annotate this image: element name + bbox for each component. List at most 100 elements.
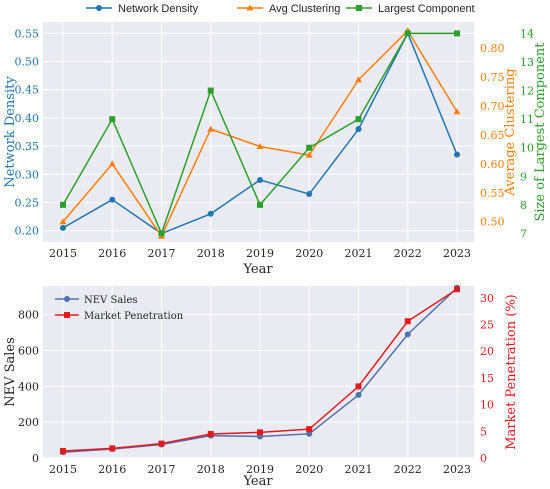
- market-penetration-point: [306, 426, 313, 433]
- top-chart-panel: 2015 2016 2017 2018 2019 2020 2021 2022 2023 0.20…: [3, 22, 548, 277]
- market-penetration-point: [257, 429, 263, 436]
- legend-label-avg-clustering: Avg Clustering: [269, 3, 340, 15]
- avg-clustering-point: [207, 125, 215, 132]
- market-penetration-point: [207, 430, 214, 437]
- legend-label-nev-sales: NEV Sales: [84, 295, 138, 306]
- left-y-tick-label: 0.50: [15, 55, 40, 68]
- network-density-point: [207, 210, 214, 217]
- largest-component-point: [454, 30, 460, 37]
- penetration-y-tick-label: 15: [480, 372, 494, 385]
- component-y-tick-label: 8: [520, 199, 527, 212]
- left-y-tick-label: 0.35: [15, 140, 40, 153]
- penetration-y-tick-label: 0: [480, 452, 487, 465]
- legend-marker-avg-clustering: [246, 4, 254, 11]
- left-y-tick-label: 0.45: [15, 84, 40, 97]
- component-y-tick-label: 9: [520, 170, 527, 183]
- largest-component-point: [60, 201, 66, 208]
- x-tick-label: 2021: [345, 247, 373, 260]
- x-tick-label: 2020: [295, 463, 323, 476]
- market-penetration-point: [158, 440, 165, 447]
- component-y-tick-label: 13: [520, 56, 534, 69]
- left-y-tick-label: 800: [18, 309, 39, 322]
- legend-marker-network-density: [96, 5, 102, 11]
- legend-marker-largest-component: [356, 5, 362, 11]
- penetration-y-tick-label: 10: [480, 399, 494, 412]
- left-y-tick-label: 0.20: [15, 225, 40, 238]
- legend-label-market-penetration: Market Penetration: [84, 311, 184, 322]
- left-y-tick-label: 0.55: [15, 27, 40, 40]
- x-tick-label: 2023: [443, 247, 471, 260]
- x-tick-label: 2016: [98, 463, 126, 476]
- penetration-y-tick-label: 25: [480, 318, 494, 331]
- avg-clustering-point: [305, 151, 313, 158]
- left-y-tick-label: 200: [18, 416, 39, 429]
- market-penetration-point: [454, 286, 460, 293]
- legend-label-network-density: Network Density: [118, 3, 199, 15]
- top-legend: Network Density Avg Clustering Largest C…: [86, 3, 475, 15]
- left-y-tick-label: 0.30: [15, 168, 40, 181]
- clustering-y-tick-label: 0.80: [480, 42, 505, 55]
- legend-label-largest-component: Largest Component: [378, 3, 475, 15]
- avg-clustering-point: [256, 142, 264, 149]
- clustering-y-tick-label: 0.50: [480, 216, 505, 229]
- top-right-y-axis-label-clustering: Average Clustering: [503, 68, 518, 196]
- x-tick-label: 2015: [49, 463, 77, 476]
- x-tick-label: 2018: [197, 463, 225, 476]
- clustering-y-tick-label: 0.70: [480, 100, 505, 113]
- nev-sales-point: [306, 430, 313, 437]
- network-density-point: [355, 126, 362, 133]
- x-tick-label: 2022: [394, 247, 422, 260]
- top-x-axis-label: Year: [242, 262, 273, 277]
- largest-component-point: [355, 116, 362, 123]
- x-tick-label: 2019: [246, 247, 274, 260]
- x-tick-label: 2016: [98, 247, 126, 260]
- avg-clustering-point: [355, 76, 362, 83]
- market-penetration-point: [60, 448, 66, 455]
- x-tick-label: 2017: [148, 463, 176, 476]
- avg-clustering-point: [108, 160, 116, 167]
- largest-component-point: [257, 201, 263, 208]
- bottom-chart-panel: 2015 2016 2017 2018 2019 2020 2021 2022 20230200…: [3, 284, 519, 489]
- component-y-tick-label: 12: [520, 85, 534, 98]
- legend-marker-nev-sales: [64, 296, 70, 302]
- bottom-tick-labels: 2015 2016 2017 2018 2019 2020 2021 2022 20230200…: [18, 292, 494, 476]
- bottom-left-y-axis-label: NEV Sales: [3, 337, 18, 407]
- penetration-y-tick-label: 5: [480, 425, 487, 438]
- component-y-tick-label: 11: [520, 113, 534, 126]
- penetration-y-tick-label: 20: [480, 345, 494, 358]
- clustering-y-tick-label: 0.75: [480, 71, 505, 84]
- bottom-legend: NEV Sales Market Penetration: [55, 295, 184, 322]
- left-y-tick-label: 0.25: [15, 197, 40, 210]
- x-tick-label: 2017: [148, 247, 176, 260]
- x-tick-label: 2022: [394, 463, 422, 476]
- network-density-point: [109, 196, 116, 203]
- network-density-point: [60, 224, 66, 231]
- x-tick-label: 2019: [246, 463, 274, 476]
- largest-component-point: [306, 144, 313, 151]
- x-tick-label: 2020: [295, 247, 323, 260]
- component-y-tick-label: 14: [520, 27, 534, 40]
- top-tick-labels: 2015 2016 2017 2018 2019 2020 2021 2022 2023 0.20…: [15, 27, 535, 260]
- legend-marker-market-penetration: [64, 312, 70, 318]
- top-plot-area: [43, 22, 474, 242]
- nev-sales-point: [404, 331, 411, 338]
- bottom-gridlines: [43, 286, 474, 459]
- market-penetration-point: [355, 383, 362, 390]
- clustering-y-tick-label: 0.55: [480, 187, 505, 200]
- network-density-point: [454, 151, 460, 158]
- x-tick-label: 2023: [443, 463, 471, 476]
- largest-component-point: [109, 116, 116, 123]
- clustering-y-tick-label: 0.65: [480, 129, 505, 142]
- x-tick-label: 2018: [197, 247, 225, 260]
- network-density-point: [257, 176, 263, 183]
- market-penetration-point: [109, 445, 116, 452]
- top-series-group: [59, 27, 461, 239]
- nev-sales-point: [355, 391, 362, 398]
- x-tick-label: 2021: [345, 463, 373, 476]
- left-y-tick-label: 0.40: [15, 112, 40, 125]
- network-density-point: [306, 191, 313, 198]
- avg-clustering-point: [59, 218, 67, 225]
- market-penetration-point: [404, 318, 411, 325]
- top-right-y-axis-label-component: Size of Largest Component: [533, 42, 548, 222]
